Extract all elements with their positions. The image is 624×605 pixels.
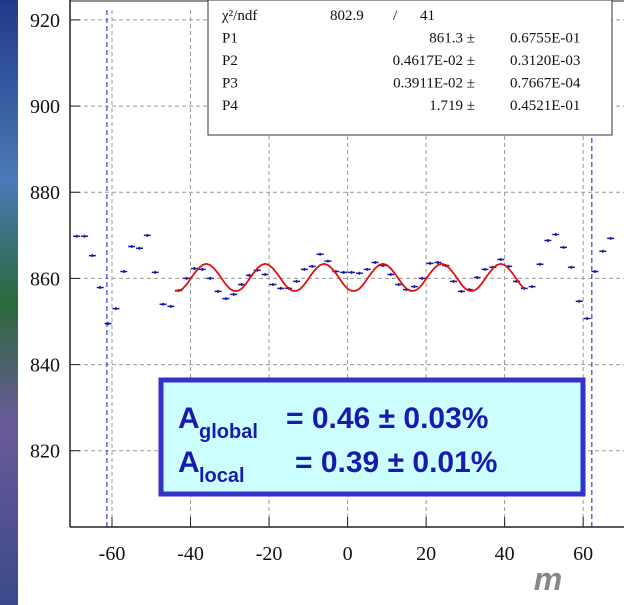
- data-point: [348, 270, 356, 274]
- data-point: [528, 285, 536, 289]
- data-point: [567, 265, 575, 269]
- stats-error: 0.3120E-03: [510, 53, 580, 69]
- data-point: [277, 286, 285, 290]
- annotation-value: = 0.46 ± 0.03%: [286, 402, 488, 435]
- x-axis-label: m: [534, 561, 562, 597]
- data-point: [151, 270, 159, 274]
- data-point: [96, 285, 104, 289]
- data-point: [308, 264, 316, 268]
- y-tick-label: 820: [30, 441, 60, 463]
- data-point: [261, 273, 269, 277]
- data-point: [120, 270, 128, 274]
- data-point: [340, 270, 348, 274]
- data-point: [238, 282, 246, 286]
- stats-label: P2: [222, 53, 238, 69]
- annotation-value: = 0.39 ± 0.01%: [295, 446, 497, 479]
- x-tick-label: -60: [99, 543, 126, 565]
- data-point: [599, 249, 607, 253]
- y-tick-label: 840: [30, 355, 60, 377]
- data-point: [222, 297, 230, 301]
- stats-value: 861.3 ±: [429, 31, 475, 47]
- data-point: [143, 233, 151, 237]
- data-point: [410, 285, 418, 289]
- data-point: [450, 279, 458, 283]
- data-point: [544, 238, 552, 242]
- stats-value: /: [393, 8, 398, 24]
- data-point: [198, 267, 206, 271]
- annotation-subscript: local: [199, 465, 245, 487]
- y-tick-label: 900: [30, 96, 60, 118]
- background-strip: [0, 0, 18, 605]
- stats-label: P4: [222, 98, 238, 114]
- data-point: [536, 262, 544, 266]
- data-point: [371, 260, 379, 264]
- stats-value: 802.9: [330, 8, 364, 24]
- data-point: [387, 273, 395, 277]
- data-point: [316, 252, 324, 256]
- data-point: [607, 236, 615, 240]
- y-tick-label: 880: [30, 182, 60, 204]
- x-tick-label: 0: [343, 543, 353, 565]
- data-point: [473, 276, 481, 280]
- data-point: [363, 267, 371, 271]
- data-point: [434, 260, 442, 264]
- data-point: [81, 234, 89, 238]
- data-point: [73, 234, 81, 238]
- data-point: [104, 322, 112, 326]
- data-point: [481, 267, 489, 271]
- stats-value: 0.3911E-02 ±: [393, 76, 475, 92]
- fit-curve: [174, 262, 525, 292]
- data-point: [395, 282, 403, 286]
- stats-error: 0.7667E-04: [510, 76, 581, 92]
- data-point: [293, 279, 301, 283]
- stats-label: P1: [222, 31, 238, 47]
- data-point: [167, 304, 175, 308]
- data-point: [426, 261, 434, 265]
- data-point: [418, 276, 426, 280]
- annotation-box: [158, 377, 586, 497]
- data-point: [575, 299, 583, 303]
- data-point: [355, 271, 363, 275]
- x-tick-label: 60: [573, 543, 593, 565]
- annotation-symbol: A: [178, 446, 200, 479]
- annotation-symbol: A: [178, 402, 200, 435]
- stats-value: 1.719 ±: [429, 98, 475, 114]
- data-point: [497, 257, 505, 261]
- data-point: [269, 282, 277, 286]
- data-point: [183, 276, 191, 280]
- stats-label: χ²/ndf: [221, 8, 257, 24]
- x-tick-label: -20: [256, 543, 283, 565]
- y-tick-label: 920: [30, 10, 60, 32]
- data-point: [583, 316, 591, 320]
- y-tick-label: 860: [30, 268, 60, 290]
- data-point: [214, 289, 222, 293]
- stats-value: 41: [420, 8, 435, 24]
- data-point: [300, 267, 308, 271]
- stats-box: [207, 0, 613, 136]
- data-point: [591, 270, 599, 274]
- stats-value: 0.4617E-02 ±: [393, 53, 475, 69]
- x-tick-label: -40: [177, 543, 204, 565]
- data-point: [552, 232, 560, 236]
- stats-error: 0.4521E-01: [510, 98, 580, 114]
- data-point: [159, 302, 167, 306]
- x-tick-label: 20: [416, 543, 436, 565]
- annotation-subscript: global: [199, 421, 258, 443]
- data-point: [88, 254, 96, 258]
- stats-label: P3: [222, 76, 238, 92]
- data-point: [190, 267, 198, 270]
- data-point: [457, 289, 465, 293]
- data-point: [324, 259, 332, 263]
- data-point: [112, 307, 120, 311]
- data-point: [560, 245, 568, 249]
- data-point: [230, 292, 238, 296]
- data-point: [128, 245, 136, 249]
- data-point: [206, 276, 214, 280]
- stats-error: 0.6755E-01: [510, 31, 580, 47]
- data-point: [135, 246, 143, 250]
- x-tick-label: 40: [495, 543, 515, 565]
